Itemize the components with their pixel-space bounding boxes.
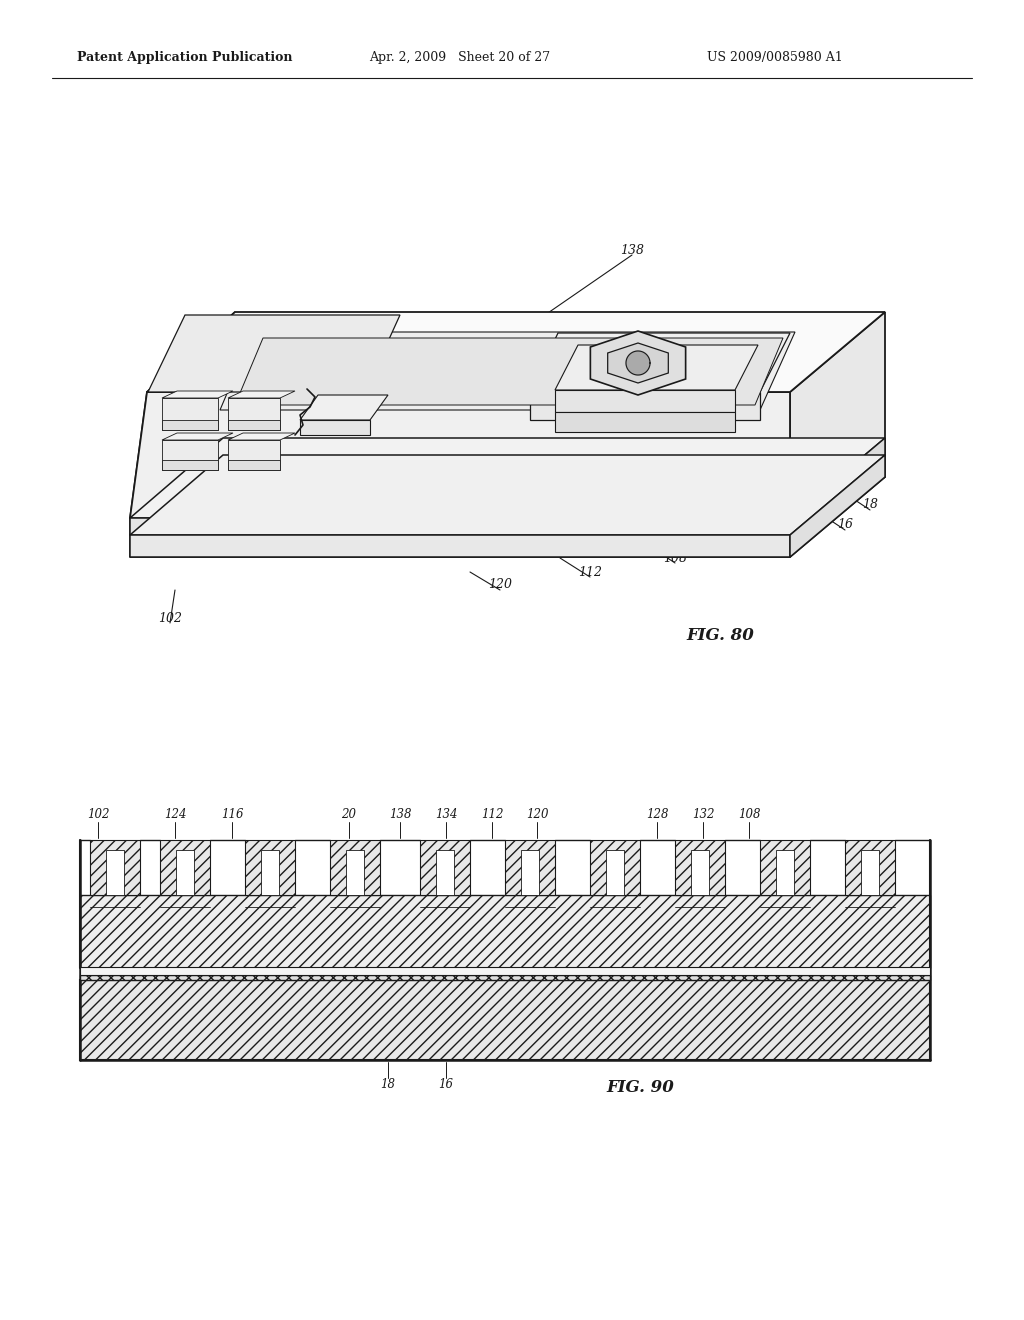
- Polygon shape: [80, 968, 930, 975]
- Text: 112: 112: [578, 565, 602, 578]
- Polygon shape: [861, 850, 879, 895]
- Polygon shape: [234, 338, 783, 405]
- Polygon shape: [790, 455, 885, 557]
- Polygon shape: [130, 455, 885, 535]
- Text: 20: 20: [752, 536, 768, 549]
- Polygon shape: [346, 850, 364, 895]
- Text: 116: 116: [221, 808, 244, 821]
- Polygon shape: [420, 840, 470, 895]
- Text: 124: 124: [164, 808, 186, 821]
- Polygon shape: [228, 420, 280, 430]
- Polygon shape: [228, 399, 280, 430]
- Polygon shape: [606, 850, 624, 895]
- Polygon shape: [228, 433, 295, 440]
- Text: Apr. 2, 2009   Sheet 20 of 27: Apr. 2, 2009 Sheet 20 of 27: [370, 51, 551, 65]
- Polygon shape: [130, 438, 885, 517]
- Polygon shape: [845, 840, 895, 895]
- Polygon shape: [530, 333, 790, 392]
- Polygon shape: [130, 517, 790, 535]
- Polygon shape: [162, 391, 233, 399]
- Polygon shape: [130, 392, 790, 517]
- Text: FIG. 90: FIG. 90: [606, 1080, 674, 1097]
- Polygon shape: [162, 433, 233, 440]
- Polygon shape: [106, 850, 124, 895]
- Text: 16: 16: [438, 1078, 454, 1092]
- Polygon shape: [147, 312, 885, 392]
- Polygon shape: [162, 420, 218, 430]
- Polygon shape: [675, 840, 725, 895]
- Polygon shape: [555, 412, 735, 432]
- Polygon shape: [228, 391, 295, 399]
- Polygon shape: [162, 440, 218, 470]
- Polygon shape: [90, 840, 140, 895]
- Polygon shape: [261, 850, 279, 895]
- Polygon shape: [776, 850, 794, 895]
- Text: 112: 112: [480, 808, 503, 821]
- Polygon shape: [436, 850, 454, 895]
- Polygon shape: [330, 840, 380, 895]
- Text: 120: 120: [525, 808, 548, 821]
- Polygon shape: [80, 895, 930, 968]
- Polygon shape: [160, 840, 210, 895]
- Polygon shape: [245, 840, 295, 895]
- Text: FIG. 80: FIG. 80: [686, 627, 754, 644]
- Polygon shape: [521, 850, 539, 895]
- Polygon shape: [626, 351, 650, 375]
- Polygon shape: [300, 395, 388, 420]
- Polygon shape: [555, 389, 735, 412]
- Text: 16: 16: [837, 519, 853, 532]
- Text: 18: 18: [862, 499, 878, 511]
- Text: 134: 134: [435, 808, 458, 821]
- Polygon shape: [590, 840, 640, 895]
- Polygon shape: [228, 440, 280, 470]
- Polygon shape: [130, 535, 790, 557]
- Text: 20: 20: [341, 808, 356, 821]
- Polygon shape: [607, 343, 669, 383]
- Polygon shape: [228, 459, 280, 470]
- Polygon shape: [130, 312, 234, 557]
- Polygon shape: [80, 979, 930, 1060]
- Polygon shape: [505, 840, 555, 895]
- Text: 132: 132: [692, 808, 715, 821]
- Text: 138: 138: [620, 243, 644, 256]
- Polygon shape: [130, 477, 885, 557]
- Polygon shape: [530, 392, 760, 420]
- Polygon shape: [691, 850, 709, 895]
- Polygon shape: [790, 438, 885, 535]
- Polygon shape: [591, 331, 686, 395]
- Text: 18: 18: [381, 1078, 395, 1092]
- Text: 120: 120: [488, 578, 512, 591]
- Polygon shape: [148, 315, 400, 392]
- Text: Patent Application Publication: Patent Application Publication: [77, 51, 293, 65]
- Polygon shape: [760, 840, 810, 895]
- Polygon shape: [555, 345, 758, 389]
- Polygon shape: [790, 312, 885, 517]
- Polygon shape: [162, 459, 218, 470]
- Text: 128: 128: [646, 808, 669, 821]
- Text: 108: 108: [663, 552, 687, 565]
- Text: 108: 108: [737, 808, 760, 821]
- Text: 138: 138: [389, 808, 412, 821]
- Text: US 2009/0085980 A1: US 2009/0085980 A1: [708, 51, 843, 65]
- Text: 102: 102: [87, 808, 110, 821]
- Polygon shape: [300, 420, 370, 436]
- Polygon shape: [162, 399, 218, 430]
- Polygon shape: [176, 850, 194, 895]
- Polygon shape: [80, 975, 930, 979]
- Text: 102: 102: [158, 611, 182, 624]
- Polygon shape: [220, 333, 795, 411]
